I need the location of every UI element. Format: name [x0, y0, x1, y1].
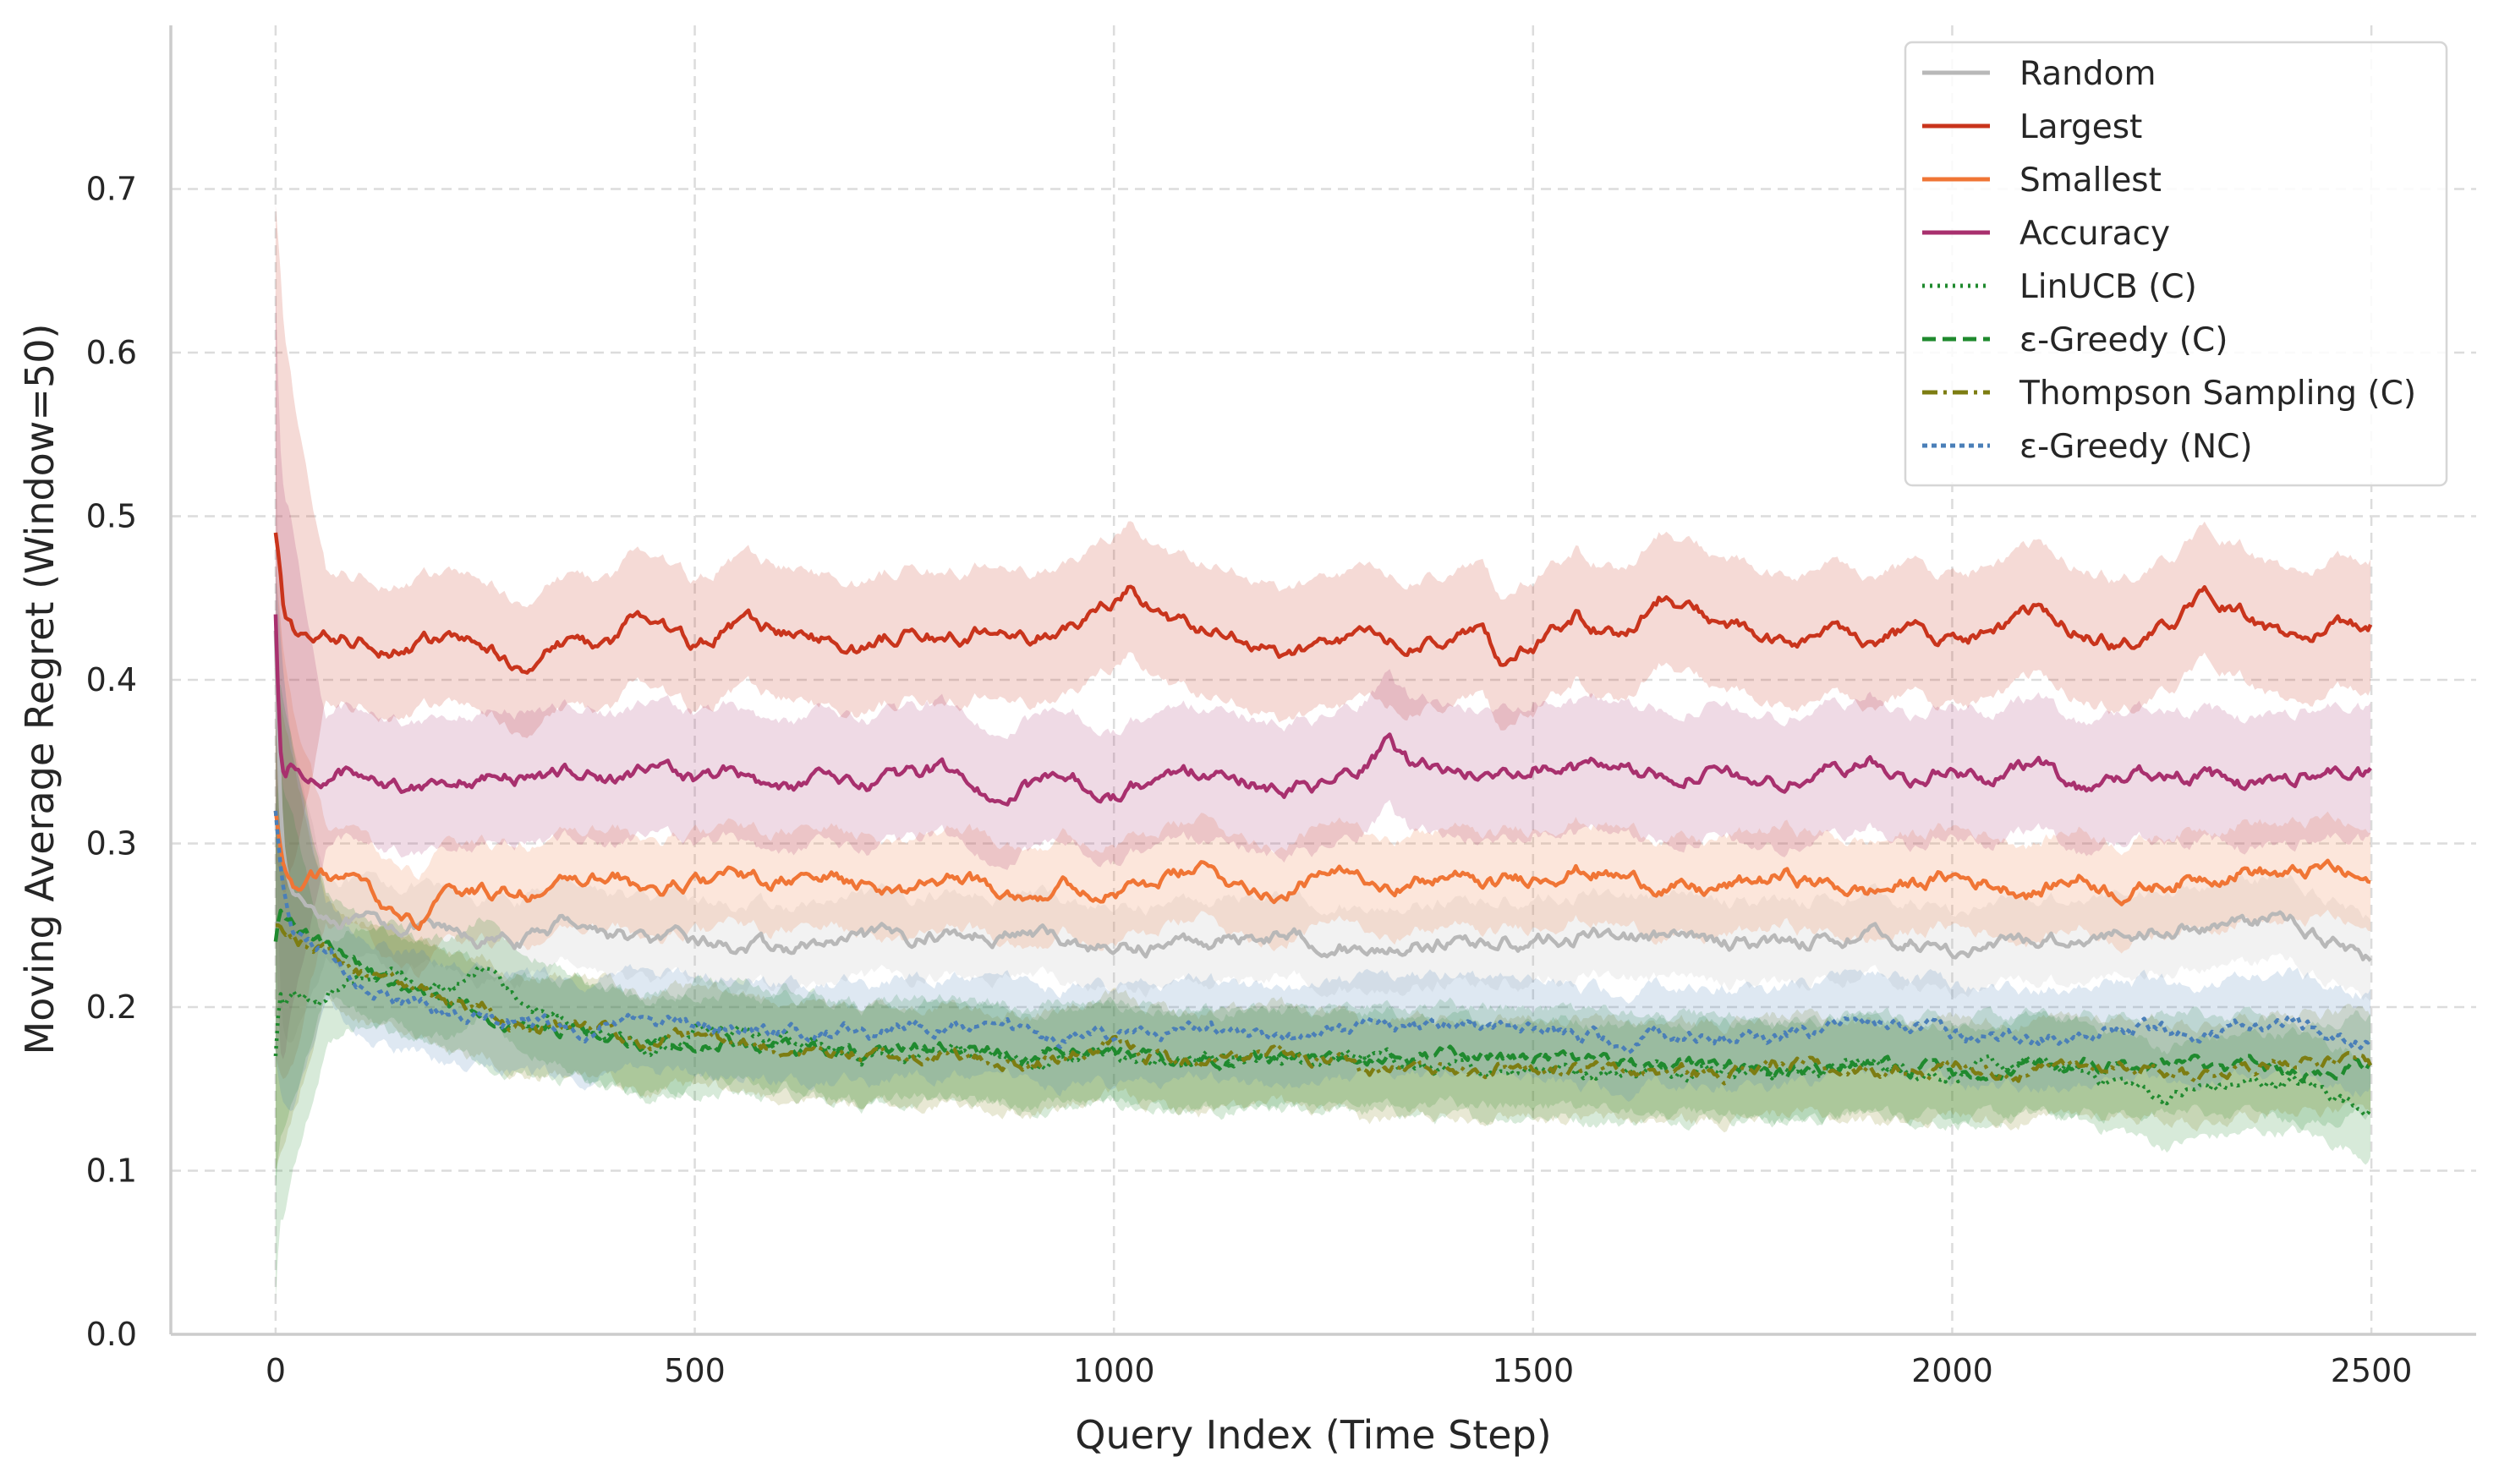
legend-label: ε-Greedy (C) — [2019, 321, 2228, 359]
legend-label: Random — [2019, 55, 2156, 93]
y-tick-label: 0.5 — [86, 498, 137, 535]
y-tick-label: 0.6 — [86, 334, 137, 371]
band--greedy-nc- — [275, 565, 2371, 1111]
y-axis-label: Moving Average Regret (Window=50) — [17, 324, 63, 1055]
x-tick-label: 500 — [664, 1352, 726, 1389]
y-tick-label: 0.2 — [86, 988, 137, 1026]
line--greedy-nc- — [273, 810, 2373, 1055]
legend-box — [1904, 41, 2448, 487]
legend-label: LinUCB (C) — [2019, 268, 2197, 306]
legend-label: Thompson Sampling (C) — [2019, 375, 2416, 413]
x-tick-label: 1000 — [1073, 1352, 1155, 1389]
y-tick-label: 0.0 — [86, 1316, 137, 1353]
legend-label: Accuracy — [2019, 215, 2170, 253]
legend-label: ε-Greedy (NC) — [2019, 428, 2253, 466]
axes — [169, 25, 2476, 1336]
line-smallest — [273, 810, 2371, 932]
line-thompson-sampling-c- — [275, 923, 2373, 1086]
series-lines — [273, 532, 2373, 1118]
y-tick-label: 0.3 — [86, 825, 137, 862]
legend: Random Largest Smallest Accuracy LinUCB (C) ε… — [1904, 41, 2448, 487]
band-thompson-sampling-c- — [275, 680, 2371, 1171]
x-tick-label: 2000 — [1911, 1352, 1993, 1389]
tick-labels: 0 500 1000 1500 2000 2500 0.0 0.1 0.2 0.3 0.4 0.5 0.… — [86, 171, 2413, 1390]
legend-label: Smallest — [2019, 162, 2162, 200]
legend-label: Largest — [2019, 108, 2142, 146]
line-accuracy — [273, 614, 2372, 807]
x-tick-label: 0 — [266, 1352, 286, 1389]
y-tick-label: 0.1 — [86, 1153, 137, 1190]
band-linucb-c- — [275, 768, 2371, 1302]
band-random — [275, 426, 2371, 1043]
line-largest — [273, 532, 2373, 675]
x-tick-label: 1500 — [1492, 1352, 1574, 1389]
x-tick-label: 2500 — [2331, 1352, 2413, 1389]
x-axis-label: Query Index (Time Step) — [1075, 1412, 1552, 1458]
y-tick-label: 0.7 — [86, 171, 137, 208]
y-tick-label: 0.4 — [86, 661, 137, 698]
line-random — [273, 630, 2372, 962]
